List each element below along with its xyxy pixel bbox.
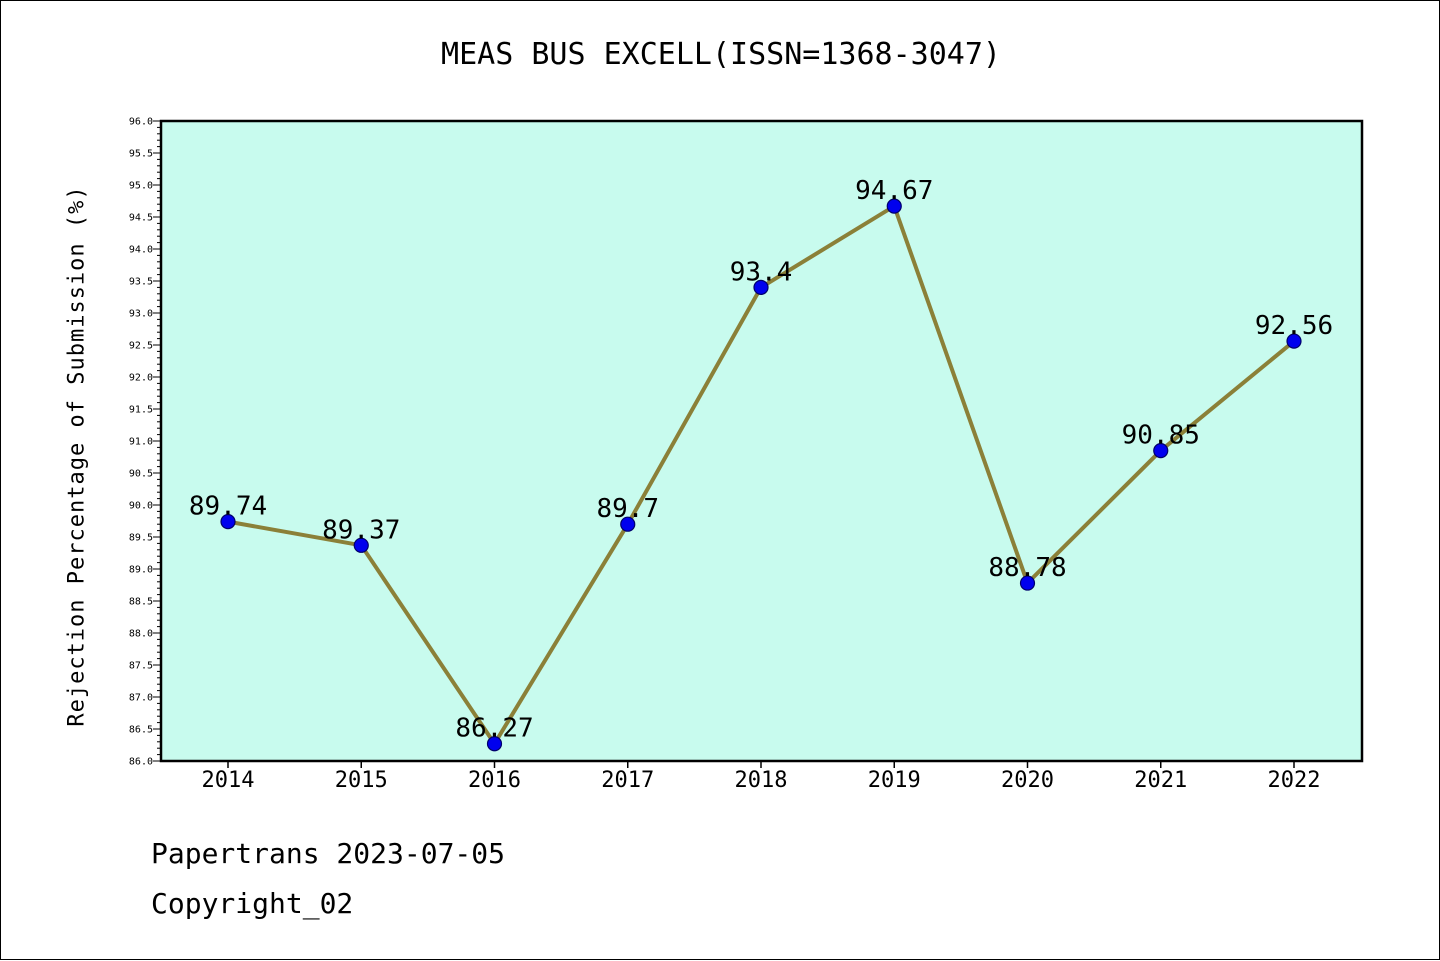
data-label: 93.4 bbox=[730, 257, 793, 287]
x-tick-label: 2019 bbox=[868, 768, 921, 793]
y-tick-label: 90.0 bbox=[129, 501, 153, 512]
data-point bbox=[220, 514, 236, 530]
y-tick-label: 94.0 bbox=[129, 245, 153, 256]
data-label: 89.37 bbox=[322, 515, 400, 545]
y-tick-label: 95.5 bbox=[129, 149, 153, 160]
y-tick-label: 91.5 bbox=[129, 405, 153, 416]
y-tick-label: 91.0 bbox=[129, 437, 153, 448]
y-tick-label: 88.5 bbox=[129, 597, 153, 608]
y-tick-label: 93.0 bbox=[129, 309, 153, 320]
data-point bbox=[1286, 333, 1302, 349]
data-label: 89.7 bbox=[596, 494, 659, 524]
data-point bbox=[353, 537, 369, 553]
footer-copyright: Copyright_02 bbox=[151, 887, 354, 920]
chart-title: MEAS BUS EXCELL(ISSN=1368-3047) bbox=[441, 37, 1001, 72]
data-point bbox=[620, 516, 636, 532]
plot-border bbox=[159, 119, 1364, 763]
data-label: 88.78 bbox=[988, 553, 1066, 583]
y-tick-label: 92.0 bbox=[129, 373, 153, 384]
plot-area bbox=[161, 121, 1362, 761]
y-tick-label: 89.5 bbox=[129, 533, 153, 544]
x-tick-label: 2014 bbox=[202, 768, 255, 793]
y-tick-label: 88.0 bbox=[129, 629, 153, 640]
data-label: 92.56 bbox=[1255, 311, 1333, 341]
y-tick-label: 86.0 bbox=[129, 757, 153, 768]
y-tick-label: 87.0 bbox=[129, 693, 153, 704]
y-tick-label: 93.5 bbox=[129, 277, 153, 288]
y-tick-label: 87.5 bbox=[129, 661, 153, 672]
data-label: 86.27 bbox=[455, 714, 533, 744]
x-tick-label: 2015 bbox=[335, 768, 388, 793]
x-tick-label: 2022 bbox=[1268, 768, 1321, 793]
y-tick-label: 95.0 bbox=[129, 181, 153, 192]
data-point bbox=[486, 736, 503, 752]
data-point bbox=[1019, 575, 1036, 591]
data-point bbox=[886, 198, 902, 214]
data-label: 90.85 bbox=[1122, 421, 1200, 451]
y-tick-label: 96.0 bbox=[129, 117, 153, 128]
data-point bbox=[753, 279, 769, 295]
x-tick-label: 2017 bbox=[601, 768, 654, 793]
y-tick-label: 86.5 bbox=[129, 725, 153, 736]
footer-source: Papertrans 2023-07-05 bbox=[151, 837, 506, 870]
y-tick-label: 90.5 bbox=[129, 469, 153, 480]
x-tick-label: 2021 bbox=[1134, 768, 1187, 793]
y-tick-label: 92.5 bbox=[129, 341, 153, 352]
y-tick-label: 94.5 bbox=[129, 213, 153, 224]
data-label: 89.74 bbox=[189, 492, 267, 522]
data-point bbox=[1153, 443, 1169, 459]
x-tick-label: 2016 bbox=[468, 768, 521, 793]
y-tick-label: 89.0 bbox=[129, 565, 153, 576]
x-tick-label: 2018 bbox=[735, 768, 788, 793]
data-label: 94.67 bbox=[855, 176, 933, 206]
x-tick-label: 2020 bbox=[1001, 768, 1054, 793]
